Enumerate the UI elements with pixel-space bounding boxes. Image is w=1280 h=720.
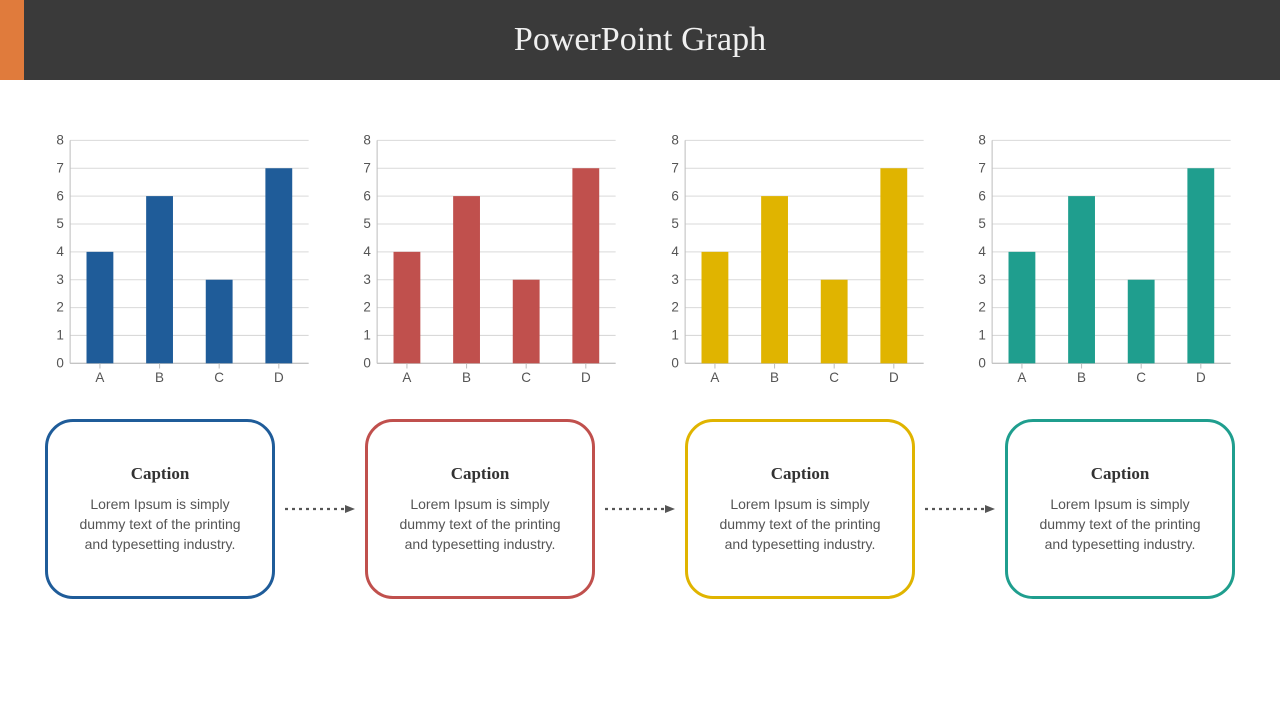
caption-box-2: Caption Lorem Ipsum is simply dummy text…: [365, 419, 595, 599]
svg-text:D: D: [581, 370, 591, 385]
flow-arrow-1: [285, 504, 355, 514]
svg-text:2: 2: [56, 300, 64, 315]
svg-text:3: 3: [979, 272, 987, 287]
captions-row: Caption Lorem Ipsum is simply dummy text…: [0, 409, 1280, 599]
slide-title: PowerPoint Graph: [514, 21, 766, 59]
svg-text:6: 6: [364, 188, 372, 203]
svg-text:B: B: [1077, 370, 1086, 385]
svg-text:4: 4: [364, 244, 372, 259]
svg-text:4: 4: [979, 244, 987, 259]
svg-text:7: 7: [979, 160, 987, 175]
svg-text:5: 5: [979, 216, 987, 231]
caption-body: Lorem Ipsum is simply dummy text of the …: [66, 494, 254, 555]
svg-text:8: 8: [671, 133, 679, 148]
svg-text:0: 0: [671, 355, 679, 370]
bar-chart-2: 0 1 2 3 4 5 6 7 8 A B C D: [346, 130, 626, 389]
svg-text:1: 1: [56, 328, 64, 343]
svg-text:A: A: [95, 370, 104, 385]
svg-text:C: C: [214, 370, 224, 385]
caption-title: Caption: [1091, 464, 1150, 484]
svg-text:0: 0: [56, 355, 64, 370]
bar-chart-1: 0 1 2 3 4 5 6 7 8 A B C D: [39, 130, 319, 389]
svg-text:D: D: [889, 370, 899, 385]
caption-body: Lorem Ipsum is simply dummy text of the …: [386, 494, 574, 555]
slide-header: PowerPoint Graph: [0, 0, 1280, 80]
svg-text:2: 2: [979, 300, 987, 315]
svg-text:4: 4: [671, 244, 679, 259]
svg-text:1: 1: [979, 328, 987, 343]
svg-text:A: A: [710, 370, 719, 385]
svg-text:C: C: [829, 370, 839, 385]
svg-text:6: 6: [979, 188, 987, 203]
svg-text:7: 7: [671, 160, 679, 175]
svg-text:6: 6: [671, 188, 679, 203]
svg-text:5: 5: [671, 216, 679, 231]
header-accent-bar: [0, 0, 24, 80]
caption-title: Caption: [131, 464, 190, 484]
svg-text:B: B: [770, 370, 779, 385]
svg-text:6: 6: [56, 188, 64, 203]
svg-text:8: 8: [56, 133, 64, 148]
svg-text:1: 1: [364, 328, 372, 343]
caption-title: Caption: [451, 464, 510, 484]
caption-title: Caption: [771, 464, 830, 484]
svg-text:0: 0: [364, 355, 372, 370]
svg-text:5: 5: [56, 216, 64, 231]
caption-box-3: Caption Lorem Ipsum is simply dummy text…: [685, 419, 915, 599]
charts-row: 0 1 2 3 4 5 6 7 8 A B C D 0 1 2 3 4 5 6 7 8 A B C D 0 1 2 3 4 5 6 7 8 A B C…: [0, 80, 1280, 409]
caption-box-1: Caption Lorem Ipsum is simply dummy text…: [45, 419, 275, 599]
svg-text:3: 3: [671, 272, 679, 287]
svg-text:7: 7: [364, 160, 372, 175]
svg-text:7: 7: [56, 160, 64, 175]
caption-box-4: Caption Lorem Ipsum is simply dummy text…: [1005, 419, 1235, 599]
caption-body: Lorem Ipsum is simply dummy text of the …: [706, 494, 894, 555]
svg-text:D: D: [1196, 370, 1206, 385]
svg-text:3: 3: [56, 272, 64, 287]
svg-text:1: 1: [671, 328, 679, 343]
svg-text:0: 0: [979, 355, 987, 370]
svg-text:4: 4: [56, 244, 64, 259]
bar-chart-4: 0 1 2 3 4 5 6 7 8 A B C D: [961, 130, 1241, 389]
svg-text:5: 5: [364, 216, 372, 231]
bar-chart-3: 0 1 2 3 4 5 6 7 8 A B C D: [654, 130, 934, 389]
svg-text:8: 8: [364, 133, 372, 148]
svg-text:C: C: [1137, 370, 1147, 385]
svg-text:2: 2: [671, 300, 679, 315]
svg-text:A: A: [403, 370, 412, 385]
svg-text:C: C: [522, 370, 532, 385]
svg-text:D: D: [274, 370, 284, 385]
svg-text:8: 8: [979, 133, 987, 148]
svg-text:3: 3: [364, 272, 372, 287]
svg-text:2: 2: [364, 300, 372, 315]
caption-body: Lorem Ipsum is simply dummy text of the …: [1026, 494, 1214, 555]
svg-text:A: A: [1018, 370, 1027, 385]
svg-text:B: B: [155, 370, 164, 385]
flow-arrow-2: [605, 504, 675, 514]
svg-text:B: B: [462, 370, 471, 385]
flow-arrow-3: [925, 504, 995, 514]
